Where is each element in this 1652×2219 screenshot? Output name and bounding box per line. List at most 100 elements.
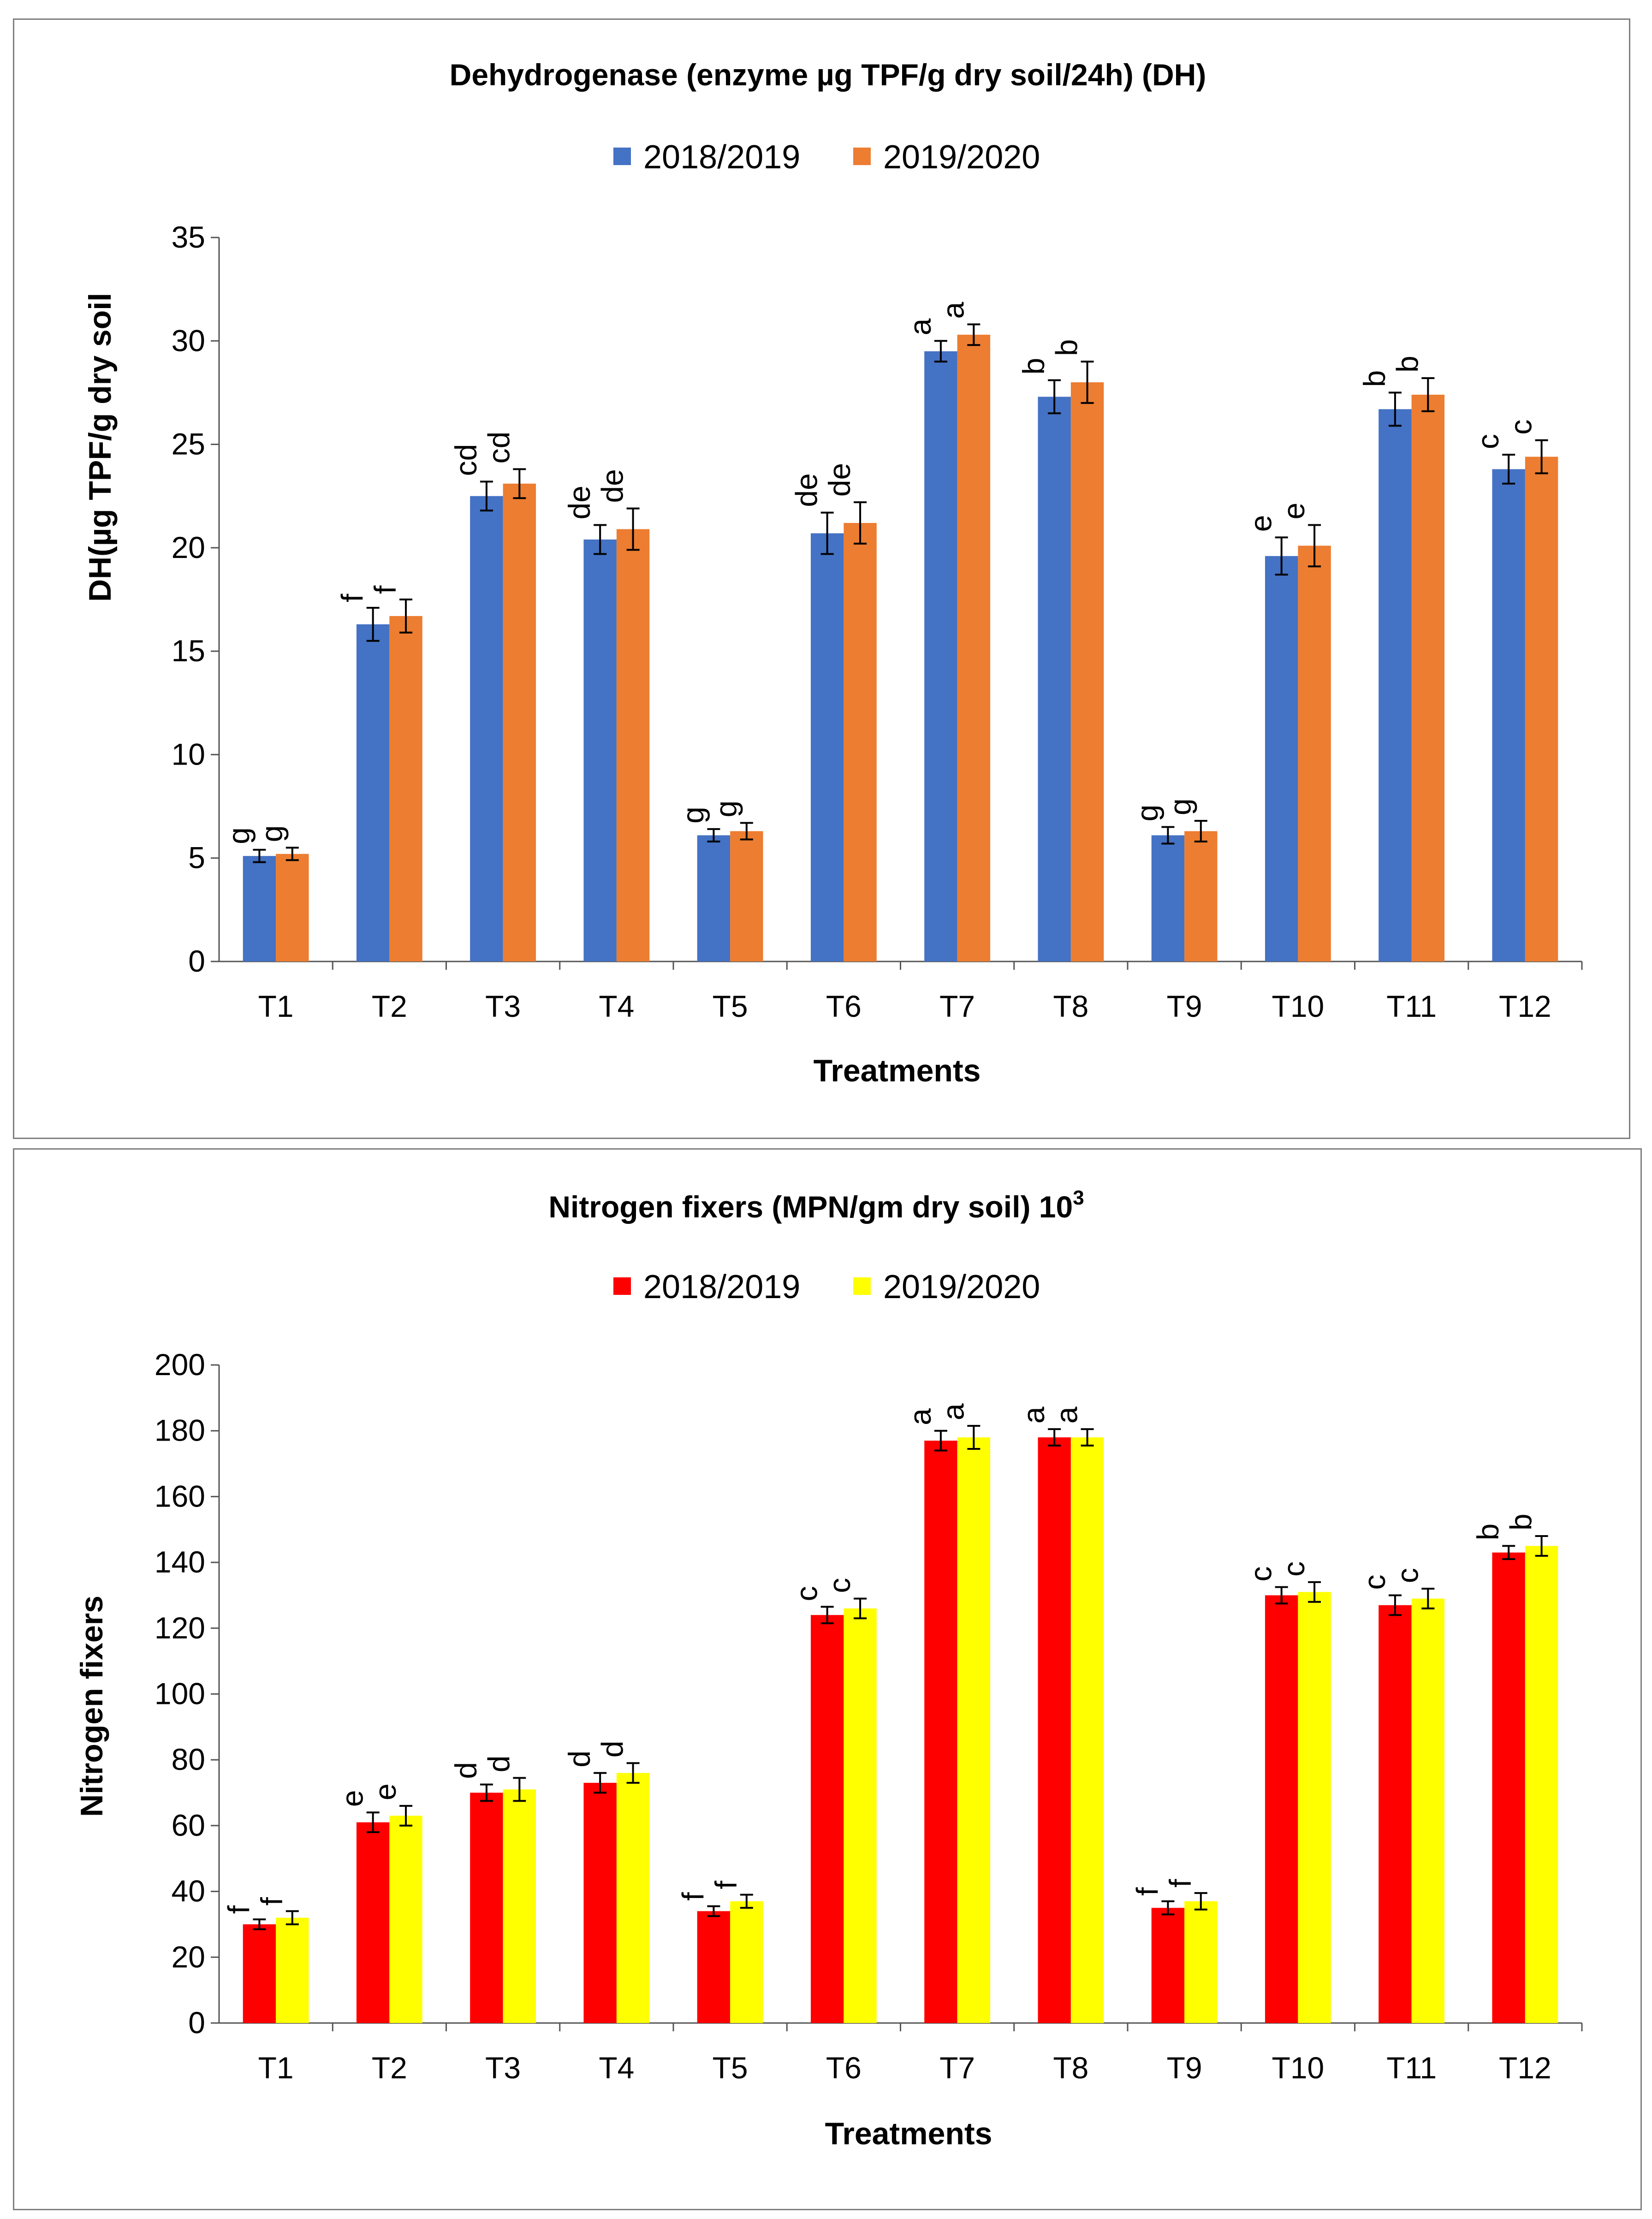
c2-bar-T7-2019/2020 [957, 1437, 991, 2023]
c2-significance-letter: c [1244, 1566, 1278, 1582]
c1-bar-T11-2018/2019 [1379, 409, 1412, 962]
c2-significance-letter: f [709, 1881, 743, 1889]
c2-significance-letter: e [368, 1783, 402, 1800]
c2-bar-T4-2018/2019 [583, 1783, 617, 2023]
c1-significance-letter: g [676, 807, 710, 824]
c1-significance-letter: f [368, 585, 402, 594]
c2-bar-T11-2018/2019 [1379, 1605, 1412, 2023]
c2-bar-T1-2018/2019 [243, 1924, 276, 2023]
c2-bar-T6-2018/2019 [810, 1615, 844, 2023]
c1-bar-T2-2018/2019 [356, 624, 390, 961]
c2-x-tick-label: T4 [599, 2051, 634, 2085]
c2-x-tick-label: T1 [258, 2051, 294, 2085]
c2-x-tick-label: T12 [1499, 2051, 1551, 2085]
c1-x-tick-label: T3 [485, 989, 521, 1023]
c1-significance-letter: cd [449, 444, 483, 476]
c1-significance-letter: de [790, 473, 824, 507]
chart2-y-axis-label: Nitrogen fixers [74, 1596, 109, 1817]
c1-bar-T7-2018/2019 [924, 351, 957, 961]
c1-bar-T9-2018/2019 [1151, 835, 1185, 961]
c2-x-tick-label: T10 [1272, 2051, 1325, 2085]
chart2-legend-swatch-2019 [853, 1277, 871, 1295]
c2-x-tick-label: T2 [372, 2051, 407, 2085]
c1-y-tick-label: 0 [188, 944, 205, 978]
c2-y-tick-label: 60 [172, 1808, 205, 1842]
c1-bar-T10-2018/2019 [1265, 556, 1298, 961]
c2-bar-T5-2018/2019 [697, 1911, 731, 2023]
c1-bar-T3-2018/2019 [470, 496, 503, 961]
c1-bar-T1-2019/2020 [276, 854, 309, 961]
c2-bar-T10-2018/2019 [1265, 1595, 1298, 2023]
c1-significance-letter: de [822, 463, 856, 497]
chart1-legend-swatch-2018 [613, 148, 631, 165]
c1-bar-T3-2019/2020 [503, 483, 536, 961]
chart1-y-axis-label: DH(µg TPF/g dry soil [83, 293, 118, 602]
c1-bar-T12-2018/2019 [1492, 469, 1525, 961]
c2-x-tick-label: T5 [713, 2051, 748, 2085]
chart1-legend-label-2018: 2018/2019 [643, 139, 800, 176]
c2-y-tick-label: 80 [172, 1742, 205, 1776]
c1-significance-letter: g [1130, 805, 1164, 822]
c1-bar-T8-2018/2019 [1038, 397, 1071, 961]
c2-bar-T4-2019/2020 [616, 1773, 650, 2023]
c1-significance-letter: c [1504, 420, 1538, 435]
c2-significance-letter: d [562, 1750, 596, 1768]
c2-y-tick-label: 180 [155, 1413, 205, 1448]
c1-bar-T6-2019/2020 [844, 523, 877, 961]
c1-bar-T2-2019/2020 [389, 616, 422, 961]
c2-significance-letter: a [1016, 1406, 1051, 1424]
c2-bar-T9-2018/2019 [1151, 1908, 1185, 2023]
c2-significance-letter: f [676, 1892, 710, 1901]
c1-bar-T11-2019/2020 [1411, 394, 1445, 961]
chart2-legend-label-2019: 2019/2020 [883, 1269, 1040, 1305]
c2-x-tick-label: T3 [485, 2051, 521, 2085]
c1-bar-T9-2019/2020 [1184, 831, 1218, 961]
c2-significance-letter: e [335, 1790, 369, 1807]
c1-bar-T6-2018/2019 [810, 533, 844, 961]
chart2-legend-label-2018: 2018/2019 [643, 1269, 800, 1305]
c2-bar-T10-2019/2020 [1298, 1592, 1331, 2023]
c2-bar-T9-2019/2020 [1184, 1901, 1218, 2023]
c1-bar-T5-2018/2019 [697, 835, 731, 961]
c2-y-tick-label: 160 [155, 1479, 205, 1513]
c1-bar-T12-2019/2020 [1525, 457, 1558, 961]
c2-y-tick-label: 0 [188, 2005, 205, 2040]
c1-x-tick-label: T10 [1272, 989, 1325, 1023]
c1-y-tick-label: 25 [172, 427, 205, 461]
c1-bar-T1-2018/2019 [243, 856, 276, 961]
c2-y-tick-label: 100 [155, 1677, 205, 1711]
c2-bar-T2-2018/2019 [356, 1822, 390, 2023]
c2-bar-T5-2019/2020 [730, 1901, 763, 2023]
c1-x-tick-label: T7 [939, 989, 975, 1023]
c2-bar-T2-2019/2020 [389, 1816, 422, 2023]
c1-significance-letter: a [936, 302, 970, 319]
c2-bar-T8-2018/2019 [1038, 1437, 1071, 2023]
c1-x-tick-label: T9 [1167, 989, 1202, 1023]
c1-x-tick-label: T6 [826, 989, 862, 1023]
c1-significance-letter: e [1244, 515, 1278, 532]
chart1-legend: 2018/2019 2019/2020 [613, 139, 1040, 176]
c1-x-tick-label: T5 [713, 989, 748, 1023]
c2-x-tick-label: T6 [826, 2051, 862, 2085]
chart2-legend: 2018/2019 2019/2020 [613, 1269, 1040, 1305]
c2-significance-letter: b [1504, 1513, 1538, 1531]
c2-significance-letter: f [1163, 1879, 1197, 1887]
chart1-legend-swatch-2019 [853, 148, 871, 165]
c1-x-tick-label: T2 [372, 989, 407, 1023]
c1-x-tick-label: T11 [1386, 989, 1437, 1023]
c2-y-tick-label: 20 [172, 1940, 205, 1974]
c2-significance-letter: c [1357, 1574, 1391, 1590]
c1-significance-letter: g [255, 825, 289, 843]
c1-significance-letter: b [1050, 339, 1084, 356]
c1-significance-letter: g [221, 827, 256, 844]
chart1-x-axis-label: Treatments [814, 1053, 981, 1088]
chart1-title: Dehydrogenase (enzyme µg TPF/g dry soil/… [450, 58, 1206, 92]
c1-x-tick-label: T4 [599, 989, 634, 1023]
c2-bar-T6-2019/2020 [844, 1608, 877, 2023]
c1-significance-letter: a [903, 318, 937, 335]
c2-significance-letter: f [1130, 1887, 1164, 1896]
c2-significance-letter: f [221, 1905, 256, 1914]
c2-bar-T7-2018/2019 [924, 1441, 957, 2023]
c1-significance-letter: b [1390, 356, 1424, 373]
c2-y-tick-label: 40 [172, 1874, 205, 1908]
